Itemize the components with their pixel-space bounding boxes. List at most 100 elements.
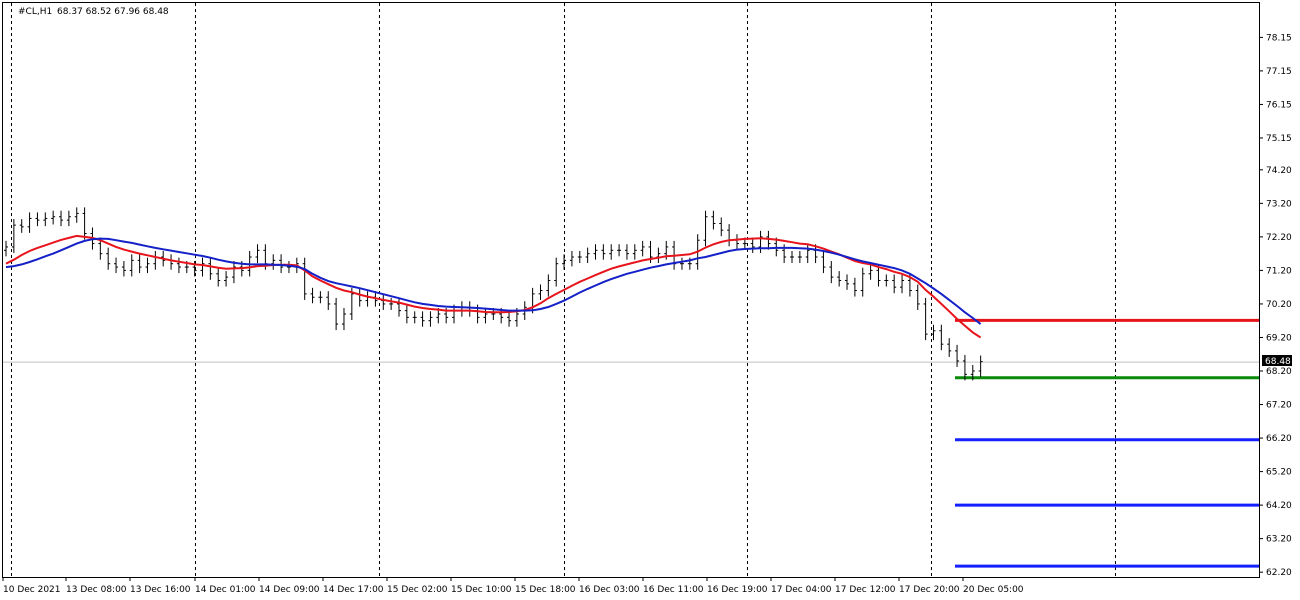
x-tick-label-6: 15 Dec 02:00 xyxy=(387,585,448,595)
candle-120 xyxy=(947,338,952,357)
candle-80 xyxy=(632,244,637,260)
candle-13 xyxy=(106,247,111,270)
x-tick-label-8: 15 Dec 18:00 xyxy=(515,585,576,595)
candle-95 xyxy=(750,237,755,253)
y-tick-label-4: 74.20 xyxy=(1266,166,1292,176)
candle-6 xyxy=(51,210,56,225)
x-tick-label-2: 13 Dec 16:00 xyxy=(130,585,191,595)
candle-71 xyxy=(562,254,567,270)
chart-header-ohlc: 68.37 68.52 67.96 68.48 xyxy=(57,7,169,17)
time-axis[interactable]: 10 Dec 2021 13 Dec 08:00 13 Dec 16:00 14 De… xyxy=(2,577,1024,595)
candle-8 xyxy=(66,210,71,227)
candle-112 xyxy=(884,274,889,287)
candle-101 xyxy=(797,250,802,264)
candle-123 xyxy=(970,364,975,381)
candle-2 xyxy=(19,219,24,233)
candle-29 xyxy=(231,261,236,284)
candle-104 xyxy=(821,250,826,274)
y-tick-label-2: 76.15 xyxy=(1266,100,1292,110)
candle-124 xyxy=(978,355,983,378)
y-tick-label-5: 73.20 xyxy=(1266,199,1292,209)
candle-100 xyxy=(790,250,794,264)
chart-header-symbol: #CL,H1 xyxy=(18,7,52,17)
candle-0 xyxy=(4,240,8,257)
x-tick-label-7: 15 Dec 10:00 xyxy=(451,585,512,595)
candle-7 xyxy=(59,210,64,227)
x-tick-label-15: 20 Dec 05:00 xyxy=(963,585,1024,595)
y-tick-label-16: 62.20 xyxy=(1266,568,1292,578)
candle-25 xyxy=(200,257,205,277)
candle-15 xyxy=(121,261,126,277)
candle-78 xyxy=(617,244,622,257)
y-tick-label-8: 70.20 xyxy=(1266,300,1292,310)
moving-average-slow-line xyxy=(5,237,982,325)
y-tick-label-9: 69.20 xyxy=(1266,333,1292,343)
x-tick-label-11: 16 Dec 19:00 xyxy=(707,585,768,595)
moving-averages xyxy=(5,234,982,339)
x-tick-label-12: 17 Dec 04:00 xyxy=(771,585,832,595)
price-axis[interactable]: 78.15 77.15 76.15 75.15 74.20 73.20 72.20 71.20… xyxy=(1259,33,1292,578)
x-tick-label-0: 10 Dec 2021 xyxy=(3,585,61,595)
candle-50 xyxy=(397,297,401,317)
candle-114 xyxy=(900,274,905,294)
candle-90 xyxy=(711,210,716,230)
candle-61 xyxy=(483,307,488,324)
y-tick-label-7: 71.20 xyxy=(1266,266,1292,276)
candle-9 xyxy=(74,207,79,223)
candle-36 xyxy=(286,261,291,274)
x-tick-label-1: 13 Dec 08:00 xyxy=(66,585,127,595)
candle-4 xyxy=(35,212,40,227)
candle-81 xyxy=(640,240,645,257)
candle-17 xyxy=(137,254,142,274)
candle-121 xyxy=(955,344,960,367)
candle-69 xyxy=(546,274,551,297)
candle-77 xyxy=(609,244,614,260)
current-price-label-box xyxy=(1262,355,1292,366)
horizontal-levels xyxy=(955,318,1259,568)
candlesticks xyxy=(4,207,983,381)
y-tick-label-1: 77.15 xyxy=(1266,67,1292,77)
candle-110 xyxy=(868,264,873,280)
candle-102 xyxy=(805,244,810,264)
candle-1 xyxy=(11,219,16,253)
y-tick-label-0: 78.15 xyxy=(1266,33,1292,43)
candle-3 xyxy=(27,212,32,233)
candle-27 xyxy=(216,267,221,287)
y-tick-label-15: 63.20 xyxy=(1266,535,1292,545)
candle-52 xyxy=(412,311,417,324)
candle-74 xyxy=(585,247,590,264)
candle-64 xyxy=(507,311,512,327)
candle-72 xyxy=(569,250,574,267)
candle-5 xyxy=(43,212,48,227)
candle-53 xyxy=(420,311,425,327)
candle-14 xyxy=(114,257,119,274)
candle-75 xyxy=(593,244,598,260)
x-tick-label-9: 16 Dec 03:00 xyxy=(579,585,640,595)
y-tick-label-3: 75.15 xyxy=(1266,134,1292,144)
candle-42 xyxy=(334,297,339,331)
candle-51 xyxy=(404,304,409,324)
candle-107 xyxy=(845,274,850,290)
y-tick-label-6: 72.20 xyxy=(1266,233,1292,243)
candle-109 xyxy=(860,267,865,297)
candle-122 xyxy=(962,354,967,381)
candle-105 xyxy=(829,261,834,284)
x-tick-label-13: 17 Dec 12:00 xyxy=(835,585,896,595)
candle-79 xyxy=(624,244,629,260)
candle-54 xyxy=(428,311,433,327)
candle-106 xyxy=(837,271,842,287)
candle-49 xyxy=(389,297,394,310)
candle-39 xyxy=(310,287,315,304)
candle-68 xyxy=(538,284,543,300)
candle-26 xyxy=(208,257,213,280)
y-tick-label-10: 68.20 xyxy=(1266,367,1292,377)
y-tick-label-11: 67.20 xyxy=(1266,401,1292,411)
candle-10 xyxy=(82,207,87,240)
candle-97 xyxy=(766,230,771,250)
current-price-label: 68.48 xyxy=(1262,355,1292,367)
candle-40 xyxy=(318,291,323,304)
candle-113 xyxy=(892,274,897,294)
candle-118 xyxy=(931,324,936,341)
